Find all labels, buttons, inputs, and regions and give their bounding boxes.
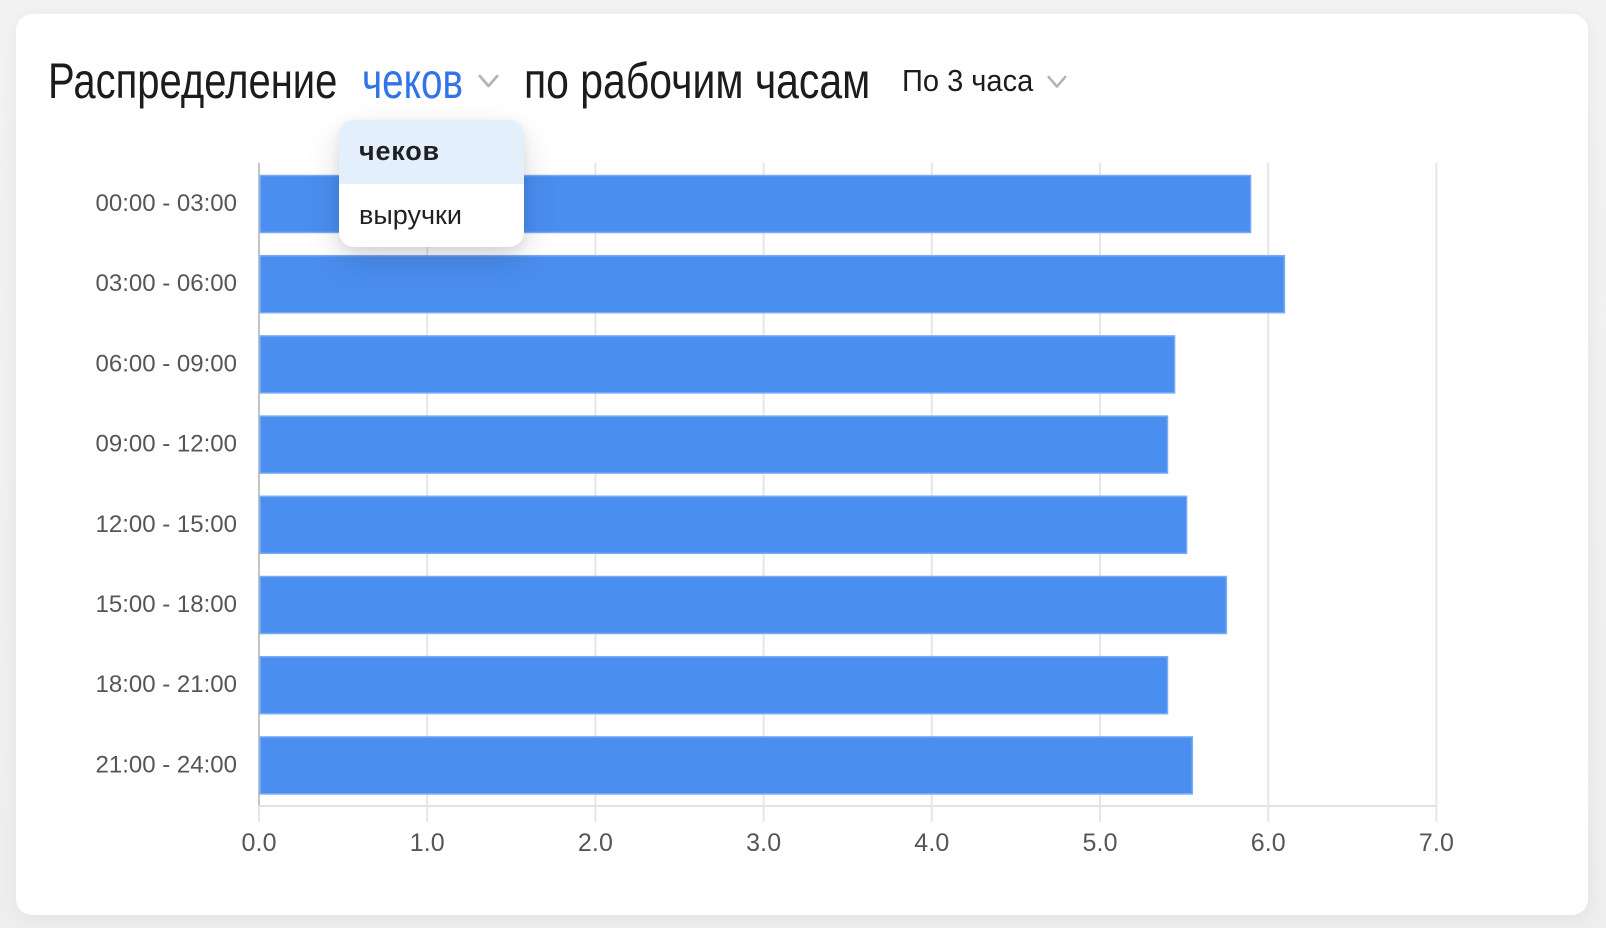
svg-text:2.0: 2.0 [578,829,613,857]
svg-text:6.0: 6.0 [1251,829,1286,857]
svg-text:21:00 - 24:00: 21:00 - 24:00 [96,751,237,778]
svg-text:0.0: 0.0 [242,829,277,857]
svg-text:18:00 - 21:00: 18:00 - 21:00 [96,671,237,698]
svg-text:7.0: 7.0 [1419,829,1454,857]
svg-text:03:00 - 06:00: 03:00 - 06:00 [96,270,237,297]
svg-text:06:00 - 09:00: 06:00 - 09:00 [96,350,237,377]
svg-text:15:00 - 18:00: 15:00 - 18:00 [96,591,237,618]
svg-text:4.0: 4.0 [914,829,949,857]
svg-text:1.0: 1.0 [410,829,445,857]
svg-text:09:00 - 12:00: 09:00 - 12:00 [96,431,237,458]
svg-text:00:00 - 03:00: 00:00 - 03:00 [96,190,237,217]
svg-text:3.0: 3.0 [746,829,781,857]
svg-text:5.0: 5.0 [1083,829,1118,857]
svg-text:12:00 - 15:00: 12:00 - 15:00 [96,511,237,538]
